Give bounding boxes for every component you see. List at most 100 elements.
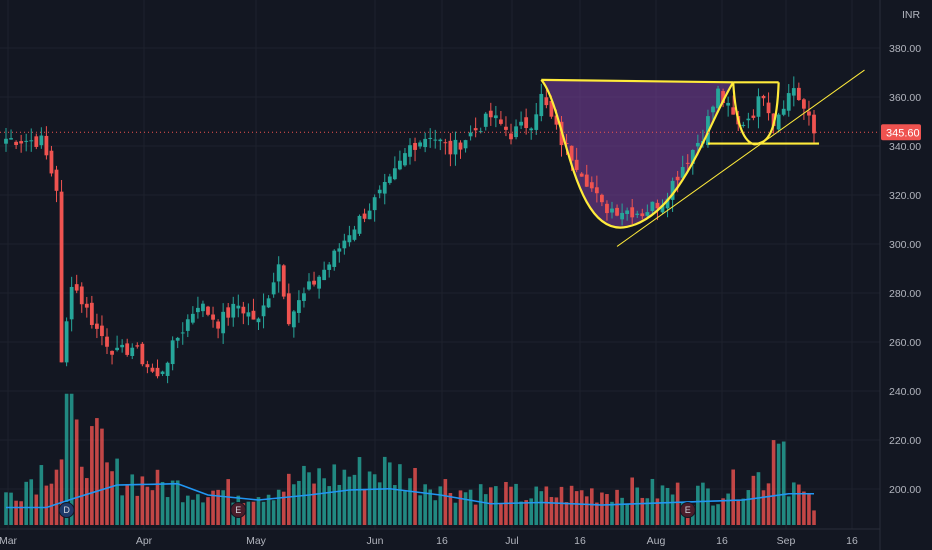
candle-body xyxy=(433,139,438,141)
candle-body xyxy=(307,281,311,290)
volume-bar xyxy=(544,486,549,525)
volume-bar xyxy=(180,502,185,525)
candle-body xyxy=(655,202,660,209)
volume-bar xyxy=(423,484,427,525)
candle-body xyxy=(756,96,761,117)
volume-bar xyxy=(579,490,584,525)
volume-moving-average xyxy=(6,482,814,509)
candle-body xyxy=(403,153,407,166)
volume-bar xyxy=(85,478,89,525)
volume-bar xyxy=(438,486,443,525)
volume-ma-line xyxy=(6,482,814,509)
volume-bar xyxy=(175,480,180,525)
volume-bar xyxy=(489,487,493,525)
volume-bar xyxy=(362,488,367,525)
volume-bar xyxy=(388,462,392,525)
volume-bar xyxy=(34,494,39,525)
volume-bar xyxy=(645,498,650,525)
candle-body xyxy=(150,367,155,372)
candle-body xyxy=(640,213,645,217)
volume-bar xyxy=(610,501,614,525)
volume-bar xyxy=(110,471,114,525)
x-tick-label: Jul xyxy=(505,535,518,547)
volume-bar xyxy=(766,483,771,525)
volume-bar xyxy=(201,502,205,525)
volume-bar xyxy=(786,496,791,525)
candle-body xyxy=(125,343,130,355)
volume-bar xyxy=(64,393,69,525)
volume-bar xyxy=(736,499,741,525)
candle-body xyxy=(776,114,781,130)
volume-bar xyxy=(559,486,564,525)
volume-bar xyxy=(342,469,347,525)
candle-body xyxy=(423,138,428,148)
candle-body xyxy=(291,311,296,328)
cup-outline xyxy=(540,79,735,229)
event-marker-e xyxy=(679,502,696,518)
candle-body xyxy=(721,91,725,104)
candle-body xyxy=(317,276,321,289)
x-tick-label: 16 xyxy=(846,535,858,547)
volume-bar xyxy=(276,489,281,525)
volume-bar xyxy=(731,469,735,525)
volume-bar xyxy=(812,510,816,525)
candle-body xyxy=(468,132,473,137)
volume-bar xyxy=(448,493,453,525)
volume-bar xyxy=(483,494,488,525)
candle-body xyxy=(372,197,377,211)
volume-bar xyxy=(590,488,594,525)
candle-body xyxy=(695,142,700,147)
volume-bar xyxy=(271,500,276,525)
candle-body xyxy=(786,93,791,111)
candle-body xyxy=(135,345,140,347)
handle-outline xyxy=(732,82,780,146)
candle-body xyxy=(236,305,241,309)
candle-body xyxy=(120,344,125,348)
volume-bar xyxy=(408,478,412,525)
volume-bar xyxy=(367,471,372,525)
candle-body xyxy=(241,306,246,314)
volume-bar xyxy=(600,492,604,525)
candle-body xyxy=(216,321,220,329)
candle-body xyxy=(670,180,675,200)
x-tick-label: Jun xyxy=(367,535,384,547)
candle-body xyxy=(448,140,453,155)
volume-bar xyxy=(463,492,468,525)
y-tick-label: 380.00 xyxy=(889,43,921,55)
volume-bar xyxy=(443,479,448,525)
volume-bar xyxy=(398,464,402,525)
volume-bar xyxy=(574,491,579,525)
x-tick-label: 16 xyxy=(716,535,728,547)
volume-bar xyxy=(605,494,609,525)
candle-body xyxy=(741,124,746,126)
candle-body xyxy=(100,325,104,337)
event-marker-e xyxy=(230,502,247,518)
volume-bar xyxy=(256,497,261,525)
volume-bar xyxy=(216,489,220,525)
x-tick-label: Sep xyxy=(777,535,796,547)
volume-bar xyxy=(317,468,321,525)
x-tick-label: Aug xyxy=(647,535,666,547)
volume-bar xyxy=(660,485,665,525)
volume-bar xyxy=(49,483,54,525)
candle-body xyxy=(453,139,458,155)
candle-body xyxy=(347,235,352,243)
volume-bar xyxy=(312,483,316,525)
volume-bar xyxy=(266,494,271,525)
volume-bar xyxy=(292,484,296,525)
candle-body xyxy=(398,160,402,170)
candle-body xyxy=(276,264,281,282)
cup-pattern xyxy=(541,79,734,228)
volume-bar xyxy=(74,419,79,525)
candle-body xyxy=(271,282,276,295)
candle-body xyxy=(377,189,382,194)
candle-body xyxy=(155,367,160,377)
candle-body xyxy=(180,332,185,334)
candle-body xyxy=(665,198,670,209)
volume-bar xyxy=(327,486,331,525)
y-tick-label: 300.00 xyxy=(889,239,921,251)
candle-body xyxy=(170,340,175,365)
candle-body xyxy=(387,176,392,183)
